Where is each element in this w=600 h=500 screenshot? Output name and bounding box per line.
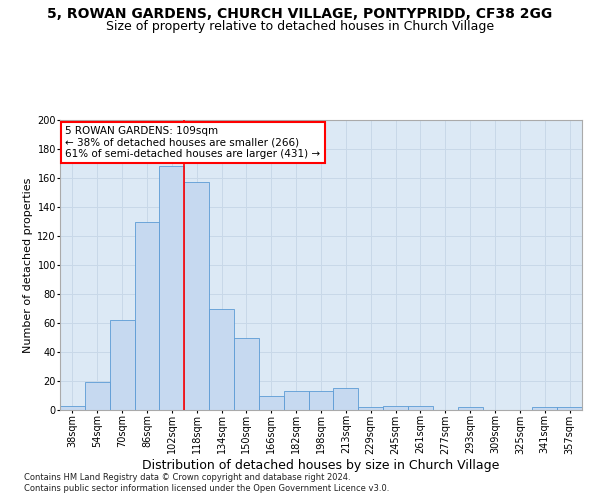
Bar xyxy=(60,406,85,410)
Bar xyxy=(160,166,184,410)
Bar xyxy=(408,406,433,410)
X-axis label: Distribution of detached houses by size in Church Village: Distribution of detached houses by size … xyxy=(142,459,500,472)
Bar xyxy=(358,407,383,410)
Bar xyxy=(284,391,308,410)
Bar xyxy=(85,382,110,410)
Text: 5 ROWAN GARDENS: 109sqm
← 38% of detached houses are smaller (266)
61% of semi-d: 5 ROWAN GARDENS: 109sqm ← 38% of detache… xyxy=(65,126,320,159)
Bar xyxy=(134,222,160,410)
Bar xyxy=(259,396,284,410)
Bar xyxy=(184,182,209,410)
Bar xyxy=(458,407,482,410)
Text: Contains public sector information licensed under the Open Government Licence v3: Contains public sector information licen… xyxy=(24,484,389,493)
Bar xyxy=(532,407,557,410)
Bar xyxy=(110,320,134,410)
Bar xyxy=(308,391,334,410)
Bar xyxy=(234,338,259,410)
Bar xyxy=(383,406,408,410)
Bar xyxy=(557,407,582,410)
Bar xyxy=(334,388,358,410)
Y-axis label: Number of detached properties: Number of detached properties xyxy=(23,178,33,352)
Bar xyxy=(209,308,234,410)
Text: 5, ROWAN GARDENS, CHURCH VILLAGE, PONTYPRIDD, CF38 2GG: 5, ROWAN GARDENS, CHURCH VILLAGE, PONTYP… xyxy=(47,8,553,22)
Text: Size of property relative to detached houses in Church Village: Size of property relative to detached ho… xyxy=(106,20,494,33)
Text: Contains HM Land Registry data © Crown copyright and database right 2024.: Contains HM Land Registry data © Crown c… xyxy=(24,472,350,482)
